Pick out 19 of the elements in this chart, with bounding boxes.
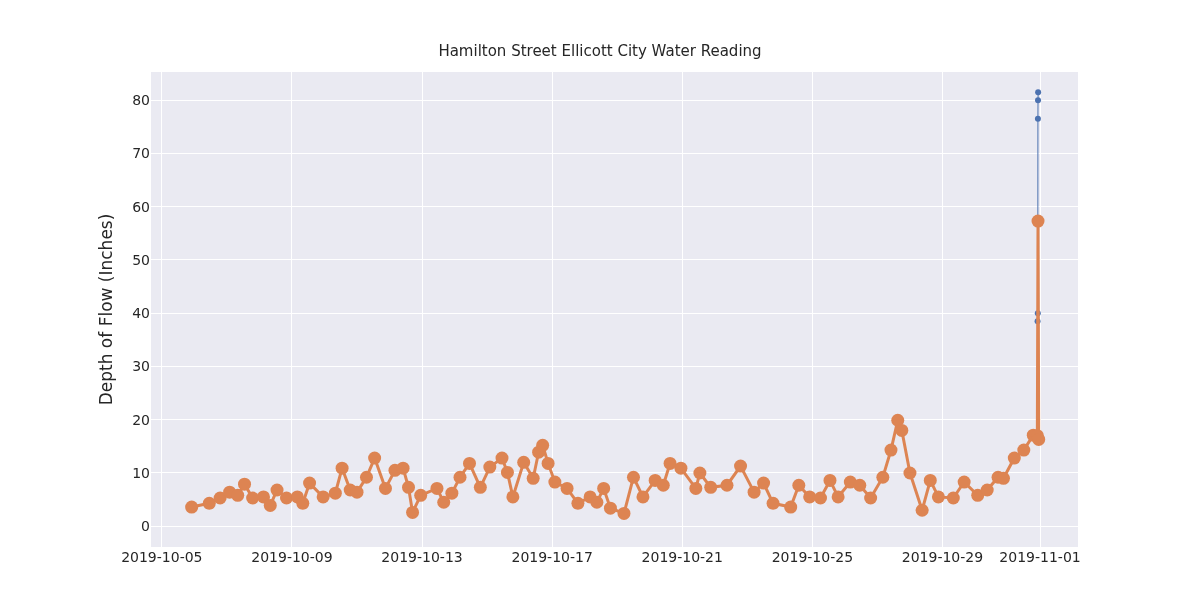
- y-tick-label: 20: [132, 411, 150, 428]
- y-tick-label: 50: [132, 251, 150, 268]
- y-tick-label: 30: [132, 358, 150, 375]
- y-axis-title: Depth of Flow (Inches): [95, 213, 116, 406]
- y-tick-label: 70: [132, 145, 150, 162]
- y-tick-label: 60: [132, 198, 150, 215]
- x-tick-label: 2019-10-09: [251, 549, 333, 565]
- y-tick-label: 40: [132, 305, 150, 322]
- x-tick-label: 2019-10-17: [511, 549, 593, 565]
- y-tick-label: 0: [141, 518, 150, 535]
- x-tick-label: 2019-10-21: [641, 549, 723, 565]
- x-tick-label: 2019-10-29: [901, 549, 984, 565]
- y-tick-label: 10: [132, 464, 150, 481]
- x-tick-label: 2019-11-01: [999, 549, 1081, 565]
- y-tick-label: 80: [132, 92, 150, 109]
- x-tick-label: 2019-10-05: [121, 549, 203, 565]
- x-tick-label: 2019-10-25: [771, 549, 854, 565]
- x-tick-label: 2019-10-13: [381, 549, 463, 565]
- chart-title: Hamilton Street Ellicott City Water Reading: [438, 42, 762, 61]
